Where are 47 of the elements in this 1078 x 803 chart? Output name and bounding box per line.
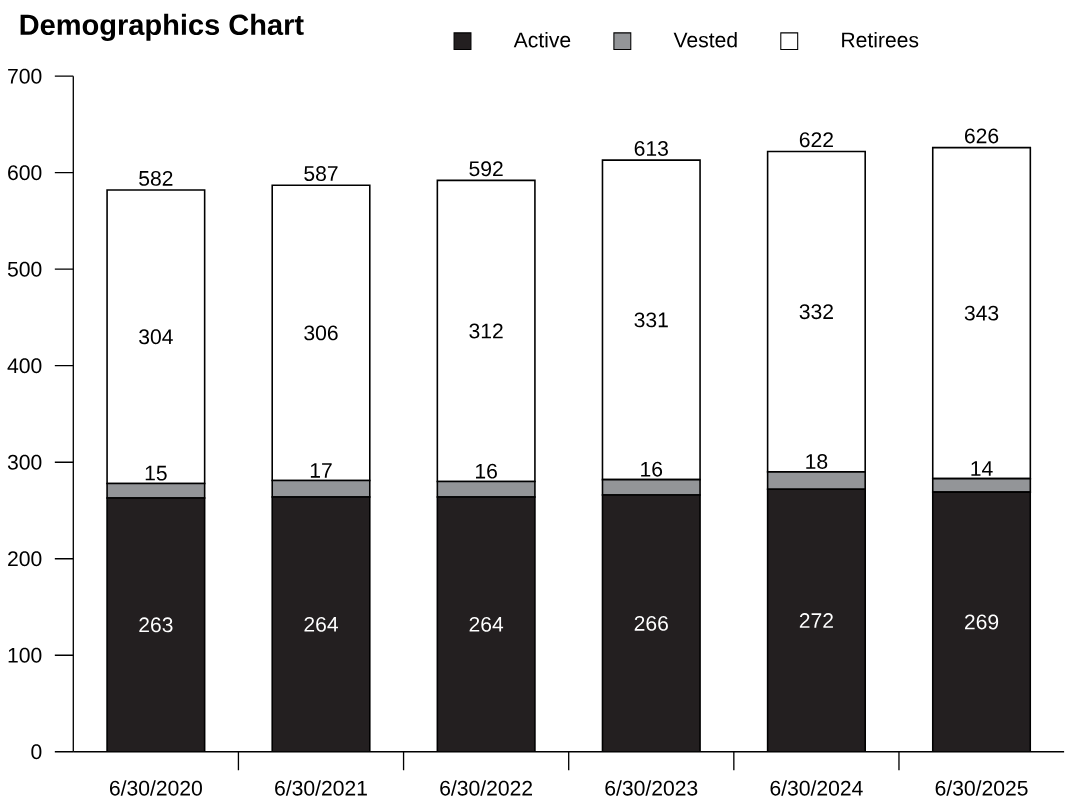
x-tick-label: 6/30/2024 <box>770 780 863 796</box>
y-tick-label: 700 <box>8 68 42 84</box>
total-label: 622 <box>799 132 833 148</box>
x-tick-label: 6/30/2020 <box>110 780 202 796</box>
total-label: 626 <box>965 128 999 144</box>
y-tick-label: 300 <box>7 454 42 470</box>
bar <box>272 497 370 752</box>
data-label: 269 <box>964 614 999 630</box>
x-tick-label: 6/30/2021 <box>275 780 367 796</box>
data-label: 15 <box>145 465 167 481</box>
data-label: 264 <box>469 617 504 632</box>
data-label: 266 <box>634 616 668 632</box>
data-label: 343 <box>964 305 999 321</box>
data-label: 14 <box>971 461 993 476</box>
x-tick-label: 6/30/2025 <box>935 780 1028 796</box>
data-label: 272 <box>799 613 833 629</box>
data-label: 331 <box>634 312 668 328</box>
total-label: 613 <box>634 141 668 157</box>
legend-label: Retirees <box>842 32 919 48</box>
data-label: 264 <box>304 617 338 632</box>
y-tick-label: 500 <box>7 261 42 277</box>
bar <box>437 497 535 752</box>
data-label: 17 <box>310 463 332 478</box>
data-label: 16 <box>641 461 663 477</box>
y-tick-label: 100 <box>8 647 42 663</box>
bar <box>602 495 701 752</box>
total-label: 587 <box>304 166 338 182</box>
data-label: 306 <box>304 325 338 341</box>
x-tick-label: 6/30/2023 <box>605 780 698 796</box>
total-label: 592 <box>469 161 503 177</box>
y-tick-label: 400 <box>7 358 42 374</box>
bar <box>767 489 866 752</box>
total-label: 582 <box>139 171 173 186</box>
legend-label: Vested <box>673 32 737 48</box>
data-label: 304 <box>139 329 173 345</box>
chart-title: Demographics Chart <box>20 13 304 42</box>
y-tick-label: 200 <box>8 551 42 567</box>
legend-label: Active <box>513 32 571 48</box>
data-label: 332 <box>799 304 833 320</box>
x-tick-label: 6/30/2022 <box>440 780 532 796</box>
bar <box>107 498 205 752</box>
data-label: 16 <box>476 463 497 479</box>
y-tick-label: 0 <box>31 744 42 760</box>
data-label: 312 <box>469 323 503 339</box>
y-tick-label: 600 <box>8 165 42 181</box>
data-label: 263 <box>139 617 173 633</box>
data-label: 18 <box>806 454 828 470</box>
